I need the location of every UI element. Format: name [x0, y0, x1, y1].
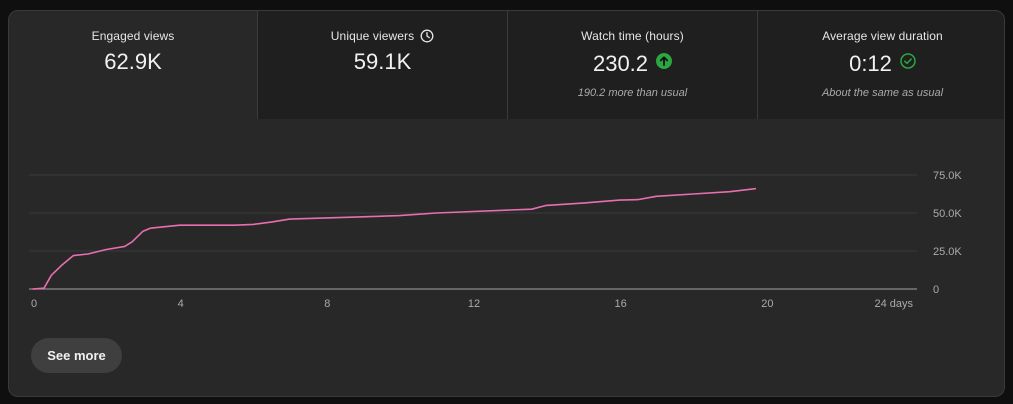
metrics-row: Engaged views 62.9K Unique viewers 59.1K…	[9, 11, 1004, 119]
metric-value: 0:12	[758, 49, 1004, 77]
metric-label-text: Average view duration	[822, 29, 943, 43]
metric-label-text: Unique viewers	[330, 29, 415, 43]
arrow-up-circle-icon	[656, 49, 673, 75]
x-tick-label: 12	[468, 298, 480, 310]
metric-value: 59.1K	[258, 49, 507, 75]
metric-label: Watch time (hours)	[508, 29, 757, 43]
x-tick-label: 4	[178, 298, 184, 310]
metric-note: About the same as usual	[821, 87, 944, 99]
metric-average-view-duration[interactable]: Average view duration 0:12 About the sam…	[757, 11, 1004, 119]
clock-icon	[420, 29, 434, 46]
metric-unique-viewers[interactable]: Unique viewers 59.1K	[257, 11, 507, 119]
metric-label-text: Engaged views	[91, 29, 175, 43]
metric-label-text: Watch time (hours)	[581, 29, 684, 43]
line-chart: 0 25.0K 50.0K 75.0K 0 4 8 12 16 20 24 days	[29, 170, 962, 310]
metric-watch-time[interactable]: Watch time (hours) 230.2 190.2 more than…	[507, 11, 757, 119]
metric-note: 190.2 more than usual	[577, 87, 688, 99]
metric-value: 62.9K	[9, 49, 257, 75]
metric-label: Unique viewers	[258, 29, 507, 46]
metric-value-text: 62.9K	[104, 49, 162, 74]
y-tick-label: 0	[933, 284, 939, 296]
see-more-button[interactable]: See more	[31, 338, 122, 373]
metric-value-text: 59.1K	[353, 49, 412, 74]
metric-value-text: 0:12	[849, 51, 892, 76]
x-tick-label: 8	[324, 298, 330, 310]
y-tick-label: 75.0K	[933, 170, 962, 182]
metric-label: Average view duration	[758, 29, 1004, 43]
x-tick-label: 0	[31, 298, 37, 310]
analytics-card: Engaged views 62.9K Unique viewers 59.1K…	[8, 10, 1005, 397]
y-tick-label: 25.0K	[933, 246, 962, 258]
check-circle-icon	[900, 49, 916, 75]
x-tick-label: 16	[615, 298, 627, 310]
metric-value: 230.2	[508, 49, 757, 77]
x-tick-label: 24 days	[874, 298, 913, 310]
series-line	[32, 187, 757, 290]
metric-engaged-views[interactable]: Engaged views 62.9K	[9, 11, 257, 119]
metric-value-text: 230.2	[592, 51, 649, 76]
x-tick-label: 20	[761, 298, 773, 310]
metric-label: Engaged views	[9, 29, 257, 43]
y-tick-label: 50.0K	[933, 208, 962, 220]
